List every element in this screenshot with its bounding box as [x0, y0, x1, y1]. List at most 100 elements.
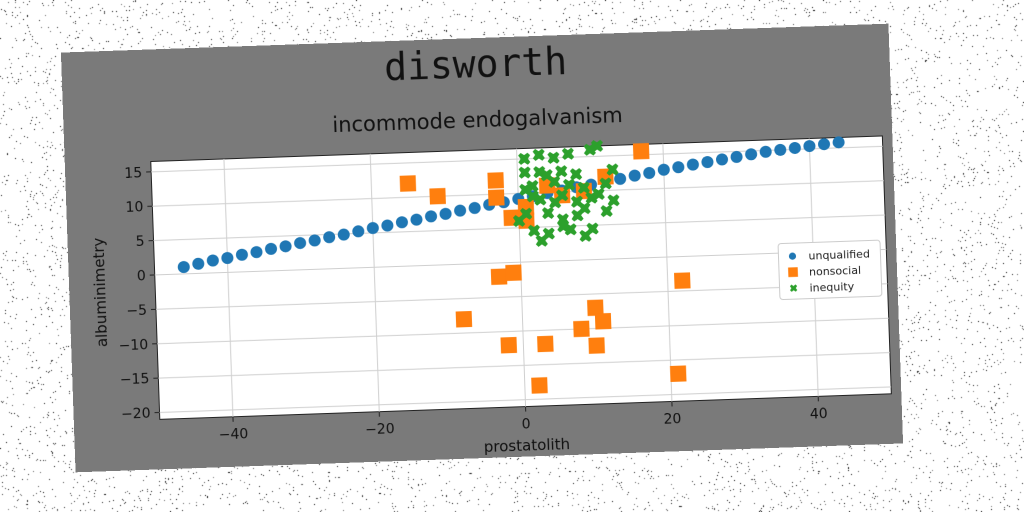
inequity-point: [541, 206, 555, 220]
inequity-point: [606, 163, 619, 176]
unqualified-point: [235, 248, 248, 261]
inequity-point: [557, 220, 570, 233]
unqualified-point: [192, 257, 205, 270]
inequity-point: [562, 178, 576, 191]
inequity-point: [592, 187, 605, 201]
inequity-point: [583, 143, 596, 156]
inequity-point: [512, 214, 526, 228]
unqualified-point: [716, 153, 729, 166]
inequity-point: [548, 175, 561, 188]
inequity-point: [556, 189, 569, 202]
y-tick-label: −5: [126, 303, 147, 320]
inequity-point: [555, 165, 568, 178]
nonsocial-point: [632, 142, 650, 160]
unqualified-point: [206, 254, 219, 267]
inequity-point: [585, 191, 598, 204]
nonsocial-point: [594, 312, 612, 330]
y-tick-label: −15: [120, 371, 150, 388]
x-tick-label: 0: [521, 416, 530, 432]
inequity-point: [590, 139, 604, 153]
inequity-point: [561, 147, 575, 160]
unqualified-point: [395, 216, 408, 229]
nonsocial-point: [537, 335, 554, 353]
inequity-legend-marker: [789, 284, 798, 292]
inequity-point: [599, 177, 612, 190]
legend-label: unqualified: [808, 247, 870, 262]
nonsocial-point: [500, 336, 518, 354]
inequity-point: [526, 179, 539, 193]
unqualified-point: [177, 261, 190, 274]
unqualified-point: [774, 143, 787, 156]
axis-ticks: −40 −20 0 20 40 −20 −15 −10 −5 0 5 10 15: [118, 165, 828, 443]
unqualified-point: [818, 138, 831, 151]
inequity-point: [547, 151, 560, 164]
x-tick-label: −40: [219, 426, 249, 443]
y-tick-label: −20: [121, 406, 151, 423]
unqualified-point: [468, 202, 481, 215]
x-tick-label: 40: [810, 406, 828, 423]
grid-line-y: [158, 352, 890, 379]
unqualified-point: [643, 167, 656, 180]
inequity-point: [532, 148, 545, 161]
y-tick-label: 15: [124, 165, 142, 182]
figure-panel: disworth incommode endogalvanism −40 −20 0…: [60, 23, 904, 473]
unqualified-point: [701, 156, 714, 169]
legend-label: nonsocial: [809, 264, 861, 279]
grid-line-y: [155, 283, 888, 310]
unqualified-point: [337, 228, 350, 241]
inequity-point: [578, 202, 591, 215]
unqualified-point: [352, 225, 365, 238]
nonsocial-legend-marker: [788, 267, 798, 278]
inequity-point: [519, 183, 532, 196]
unqualified-point: [221, 251, 234, 264]
unqualified-point: [308, 234, 321, 247]
unqualified-point: [614, 172, 627, 185]
unqualified-point: [294, 237, 307, 250]
grid-line-y: [157, 317, 889, 345]
unqualified-point: [439, 207, 452, 220]
nonsocial-point: [429, 187, 446, 205]
grid-line-y: [159, 386, 892, 413]
x-axis-label: prostatolith: [484, 435, 571, 456]
unqualified-point: [279, 240, 292, 253]
nonsocial-point: [505, 264, 522, 282]
unqualified-point: [788, 141, 801, 154]
nonsocial-point: [573, 320, 590, 338]
grid-line-x: [223, 158, 234, 417]
y-tick-label: 10: [125, 200, 143, 217]
unqualified-point: [657, 163, 670, 176]
inequity-point: [577, 181, 590, 194]
inequity-point: [518, 152, 531, 165]
nonsocial-point: [399, 175, 417, 192]
unqualified-point: [265, 242, 278, 255]
legend-label: inequity: [809, 280, 855, 295]
data-marks: [177, 136, 845, 394]
unqualified-point: [832, 136, 845, 149]
inequity-point: [569, 168, 583, 181]
nonsocial-point: [487, 172, 504, 189]
grid-line-x: [369, 153, 380, 412]
nonsocial-point: [588, 337, 605, 354]
nonsocial-point: [669, 365, 687, 382]
grid-line-x: [662, 143, 673, 402]
inequity-point: [527, 224, 541, 237]
unqualified-point: [381, 219, 394, 232]
nonsocial-point: [490, 268, 508, 285]
unqualified-point: [425, 210, 438, 223]
unqualified-point: [745, 148, 758, 161]
nonsocial-point: [674, 272, 691, 289]
inequity-point: [533, 165, 546, 179]
x-tick-label: −20: [365, 421, 395, 438]
inequity-point: [564, 223, 577, 236]
unqualified-point: [323, 231, 336, 244]
nonsocial-point: [488, 189, 505, 206]
y-tick-label: 0: [137, 268, 146, 284]
unqualified-point: [628, 169, 641, 182]
inequity-point: [534, 193, 547, 206]
unqualified-point: [730, 150, 743, 163]
unqualified-point: [250, 246, 263, 259]
unqualified-point: [454, 204, 467, 217]
scatter-plot: −40 −20 0 20 40 −20 −15 −10 −5 0 5 10 15 prostatolit…: [89, 135, 892, 456]
inequity-point: [607, 194, 620, 207]
